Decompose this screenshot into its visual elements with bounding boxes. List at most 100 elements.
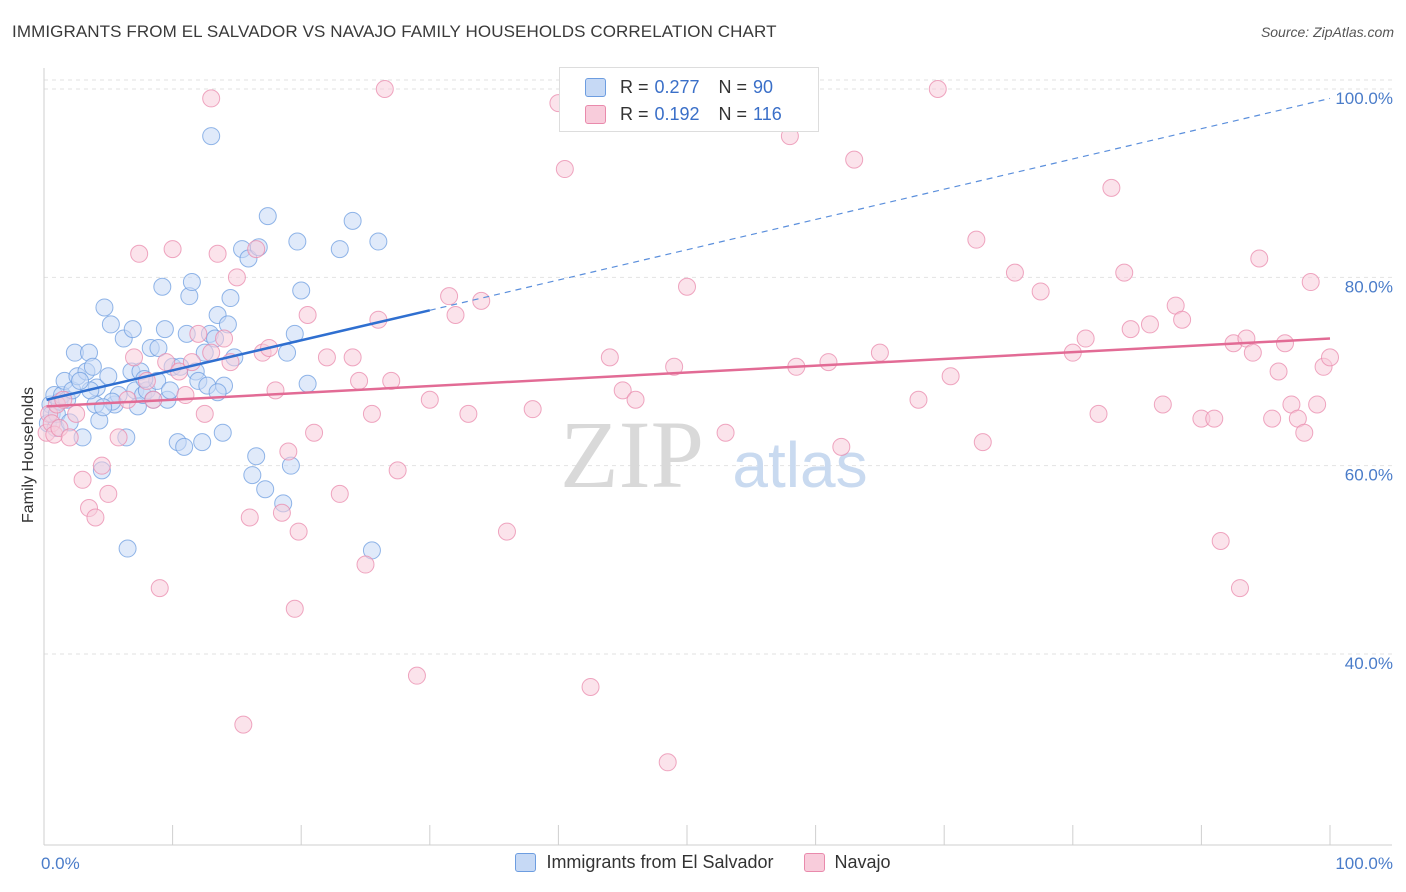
legend-n-value: 90: [753, 76, 774, 97]
point-el-salvador: [182, 273, 201, 292]
point-el-salvador: [258, 207, 277, 226]
point-navajo: [176, 386, 195, 405]
point-el-salvador: [292, 281, 311, 300]
point-navajo: [202, 343, 221, 362]
point-navajo: [1076, 329, 1095, 348]
point-navajo: [613, 381, 632, 400]
point-navajo: [581, 677, 600, 696]
point-navajo: [523, 400, 542, 419]
legend-r-label: R =: [620, 103, 649, 124]
point-navajo: [555, 160, 574, 179]
point-navajo: [289, 522, 308, 541]
point-navajo: [832, 437, 851, 456]
point-navajo: [163, 240, 182, 259]
point-el-salvador: [298, 374, 317, 393]
point-navajo: [1115, 263, 1134, 282]
point-navajo: [973, 433, 992, 452]
point-navajo: [86, 508, 105, 527]
point-navajo: [716, 423, 735, 442]
point-el-salvador: [175, 437, 194, 456]
point-navajo: [1102, 178, 1121, 197]
point-navajo: [234, 715, 253, 734]
point-navajo: [350, 371, 369, 390]
point-navajo: [343, 348, 362, 367]
point-navajo: [130, 244, 149, 263]
point-el-salvador: [202, 127, 221, 146]
point-navajo: [73, 470, 92, 489]
chart-title: IMMIGRANTS FROM EL SALVADOR VS NAVAJO FA…: [12, 22, 777, 41]
point-navajo: [208, 244, 227, 263]
point-navajo: [202, 89, 221, 108]
legend-row-navajo: R = 0.192 N = 116: [585, 102, 817, 126]
point-navajo: [1308, 395, 1327, 414]
gridlines: [44, 79, 1392, 655]
watermark: ZIP atlas: [560, 401, 868, 508]
x-tick-label: 0.0%: [41, 854, 80, 873]
legend-r-label: R =: [620, 76, 649, 97]
point-navajo: [305, 423, 324, 442]
legend-item-navajo[interactable]: Navajo: [803, 852, 891, 873]
point-navajo: [99, 484, 118, 503]
point-navajo: [67, 404, 86, 423]
watermark-atlas: atlas: [732, 429, 867, 501]
point-navajo: [678, 277, 696, 296]
point-el-salvador: [247, 447, 266, 466]
point-navajo: [1140, 315, 1159, 334]
point-navajo: [665, 357, 684, 376]
point-navajo: [60, 428, 79, 447]
point-navajo: [92, 456, 111, 475]
point-navajo: [272, 503, 291, 522]
y-tick-label: 60.0%: [1345, 466, 1393, 485]
legend-n-label: N =: [718, 76, 748, 97]
point-navajo: [109, 428, 128, 447]
watermark-zip: ZIP: [560, 401, 704, 508]
point-navajo: [1269, 362, 1288, 381]
series-navajo: [37, 80, 1339, 772]
legend-swatch-blue: [515, 853, 537, 872]
legend-r-value: 0.277: [654, 76, 700, 97]
point-navajo: [941, 367, 960, 386]
legend-swatch-pink: [803, 853, 825, 872]
point-navajo: [125, 348, 144, 367]
point-navajo: [240, 508, 259, 527]
trend-line-navajo: [46, 337, 1331, 408]
point-el-salvador: [118, 539, 137, 558]
legend-item-el-salvador[interactable]: Immigrants from El Salvador: [515, 852, 774, 873]
point-navajo: [279, 442, 298, 461]
point-el-salvador: [330, 240, 349, 259]
point-navajo: [227, 268, 246, 287]
point-el-salvador: [256, 480, 275, 499]
point-navajo: [150, 579, 169, 598]
point-navajo: [909, 390, 928, 409]
point-el-salvador: [369, 232, 388, 251]
point-el-salvador: [99, 367, 118, 386]
point-navajo: [266, 381, 285, 400]
data-points: [37, 80, 1339, 772]
point-el-salvador: [161, 381, 180, 400]
x-tick-label: 100.0%: [1335, 854, 1393, 873]
trend-line-el-salvador: [46, 309, 431, 401]
point-navajo: [215, 329, 234, 348]
point-navajo: [1301, 273, 1320, 292]
point-navajo: [1230, 579, 1249, 598]
y-tick-label: 80.0%: [1345, 277, 1393, 296]
legend-n-value: 116: [753, 103, 782, 124]
point-el-salvador: [101, 315, 120, 334]
point-navajo: [195, 404, 214, 423]
point-navajo: [967, 230, 986, 249]
legend-label-navajo: Navajo: [834, 852, 891, 872]
point-navajo: [459, 404, 478, 423]
source-credit: Source: ZipAtlas.com: [1260, 24, 1394, 40]
point-navajo: [1089, 404, 1108, 423]
correlation-legend: R = 0.277 N = 90 R = 0.192 N = 116: [559, 67, 819, 132]
point-el-salvador: [343, 211, 362, 230]
point-el-salvador: [221, 289, 240, 308]
point-navajo: [1250, 249, 1269, 268]
legend-swatch-pink: [585, 104, 606, 124]
point-navajo: [285, 599, 304, 618]
point-navajo: [928, 80, 947, 98]
legend-n-label: N =: [718, 103, 748, 124]
tick-labels: 40.0% 60.0% 80.0% 100.0% 0.0% 100.0%: [41, 89, 1393, 873]
point-navajo: [375, 80, 394, 98]
